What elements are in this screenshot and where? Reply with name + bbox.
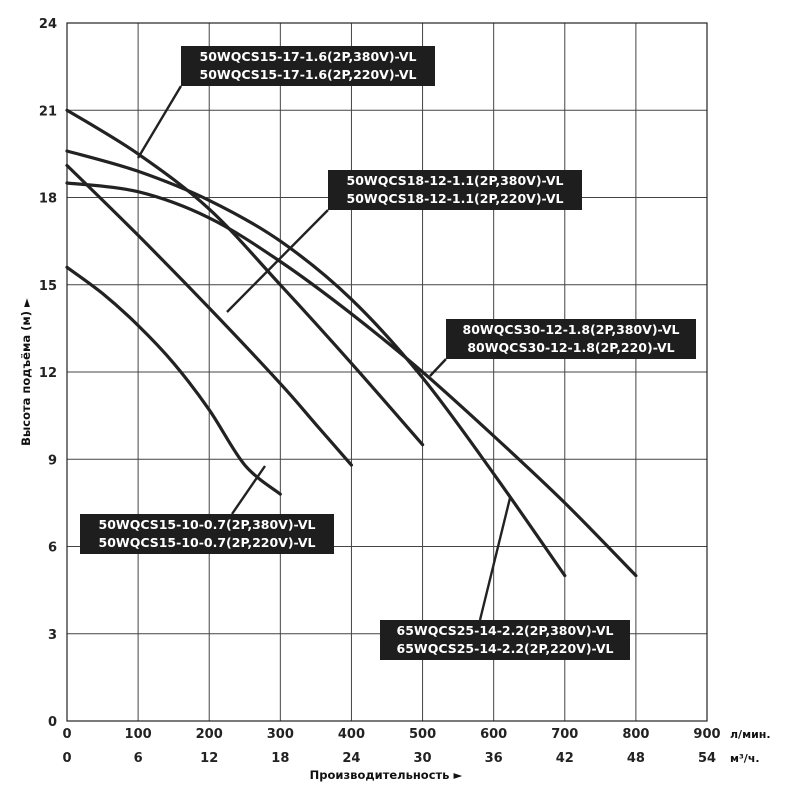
curve-label-3: 50WQCS15-10-0.7(2P,380V)-VL 50WQCS15-10-0… — [80, 514, 334, 554]
x2-tick-label-2: 12 — [200, 751, 218, 766]
x2-tick-label-5: 30 — [414, 751, 432, 766]
x-tick-label-0: 0 — [62, 727, 71, 742]
pump-curves — [65, 108, 638, 578]
pump-curve-0 — [65, 265, 282, 496]
x2-tick-label-0: 0 — [62, 751, 71, 766]
y-tick-label-4: 12 — [39, 366, 57, 381]
x-axis-unit: л/мин. — [730, 728, 771, 741]
curve-label-4: 65WQCS25-14-2.2(2P,380V)-VL 65WQCS25-14-2… — [380, 620, 630, 660]
curve-label-text-2-1: 80WQCS30-12-1.8(2P,220)-VL — [467, 340, 674, 355]
y-tick-label-6: 18 — [39, 192, 57, 207]
curve-label-bg-4 — [380, 620, 630, 660]
y-tick-label-5: 15 — [39, 279, 57, 294]
pump-curve-3 — [65, 149, 567, 578]
x2-tick-label-9: 54 — [698, 751, 716, 766]
x2-tick-label-8: 48 — [627, 751, 645, 766]
x2-tick-label-7: 42 — [556, 751, 574, 766]
curve-label-text-3-1: 50WQCS15-10-0.7(2P,220V)-VL — [99, 535, 316, 550]
x-tick-label-8: 800 — [622, 727, 649, 742]
curve-label-0: 50WQCS15-17-1.6(2P,380V)-VL 50WQCS15-17-1… — [181, 46, 435, 86]
x-tick-label-4: 400 — [338, 727, 365, 742]
x-axis-label: Производительность ► — [310, 768, 463, 782]
curve-label-text-1-1: 50WQCS18-12-1.1(2P,220V)-VL — [347, 191, 564, 206]
curve-label-1: 50WQCS18-12-1.1(2P,380V)-VL 50WQCS18-12-1… — [328, 170, 582, 210]
y-tick-label-0: 0 — [48, 715, 57, 730]
label-leader-lines — [136, 85, 512, 621]
curve-label-bg-0 — [181, 46, 435, 86]
x2-tick-label-6: 36 — [485, 751, 503, 766]
x2-axis-unit: м³/ч. — [730, 752, 760, 765]
pump-curve-4 — [65, 181, 638, 578]
grid — [66, 22, 708, 722]
curve-labels: 50WQCS15-17-1.6(2P,380V)-VL 50WQCS15-17-1… — [80, 46, 696, 660]
curve-label-bg-3 — [80, 514, 334, 554]
x-tick-label-9: 900 — [693, 727, 720, 742]
x2-tick-label-1: 6 — [134, 751, 143, 766]
curve-label-text-4-1: 65WQCS25-14-2.2(2P,220V)-VL — [397, 641, 614, 656]
y-tick-label-2: 6 — [48, 541, 57, 556]
x-tick-label-3: 300 — [267, 727, 294, 742]
x2-tick-label-3: 18 — [271, 751, 289, 766]
y-tick-label-7: 21 — [39, 104, 57, 119]
x-tick-label-6: 600 — [480, 727, 507, 742]
y-axis-label: Высота подъёма (м) ► — [19, 298, 33, 446]
y-tick-label-1: 3 — [48, 628, 57, 643]
x-tick-label-1: 100 — [125, 727, 152, 742]
curve-label-text-1-0: 50WQCS18-12-1.1(2P,380V)-VL — [347, 173, 564, 188]
x2-tick-label-4: 24 — [342, 751, 360, 766]
y-tick-label-8: 24 — [39, 17, 57, 32]
x-tick-label-7: 700 — [551, 727, 578, 742]
curve-label-text-3-0: 50WQCS15-10-0.7(2P,380V)-VL — [99, 517, 316, 532]
x-tick-label-2: 200 — [196, 727, 223, 742]
curve-label-text-0-1: 50WQCS15-17-1.6(2P,220V)-VL — [200, 67, 417, 82]
y-tick-label-3: 9 — [48, 453, 57, 468]
curve-label-text-4-0: 65WQCS25-14-2.2(2P,380V)-VL — [397, 623, 614, 638]
leader-line-0 — [136, 85, 183, 159]
leader-line-3 — [231, 465, 266, 515]
pump-curve-1 — [65, 163, 353, 467]
pump-curve-2 — [65, 108, 425, 447]
curve-label-text-0-0: 50WQCS15-17-1.6(2P,380V)-VL — [200, 49, 417, 64]
curve-label-2: 80WQCS30-12-1.8(2P,380V)-VL 80WQCS30-12-1… — [446, 319, 696, 359]
leader-line-4 — [478, 497, 512, 621]
leader-line-1 — [226, 209, 329, 313]
leader-line-2 — [429, 358, 447, 377]
curve-label-bg-1 — [328, 170, 582, 210]
plot-frame — [66, 22, 708, 722]
x-tick-label-5: 500 — [409, 727, 436, 742]
curve-label-text-2-0: 80WQCS30-12-1.8(2P,380V)-VL — [463, 322, 680, 337]
curve-label-bg-2 — [446, 319, 696, 359]
